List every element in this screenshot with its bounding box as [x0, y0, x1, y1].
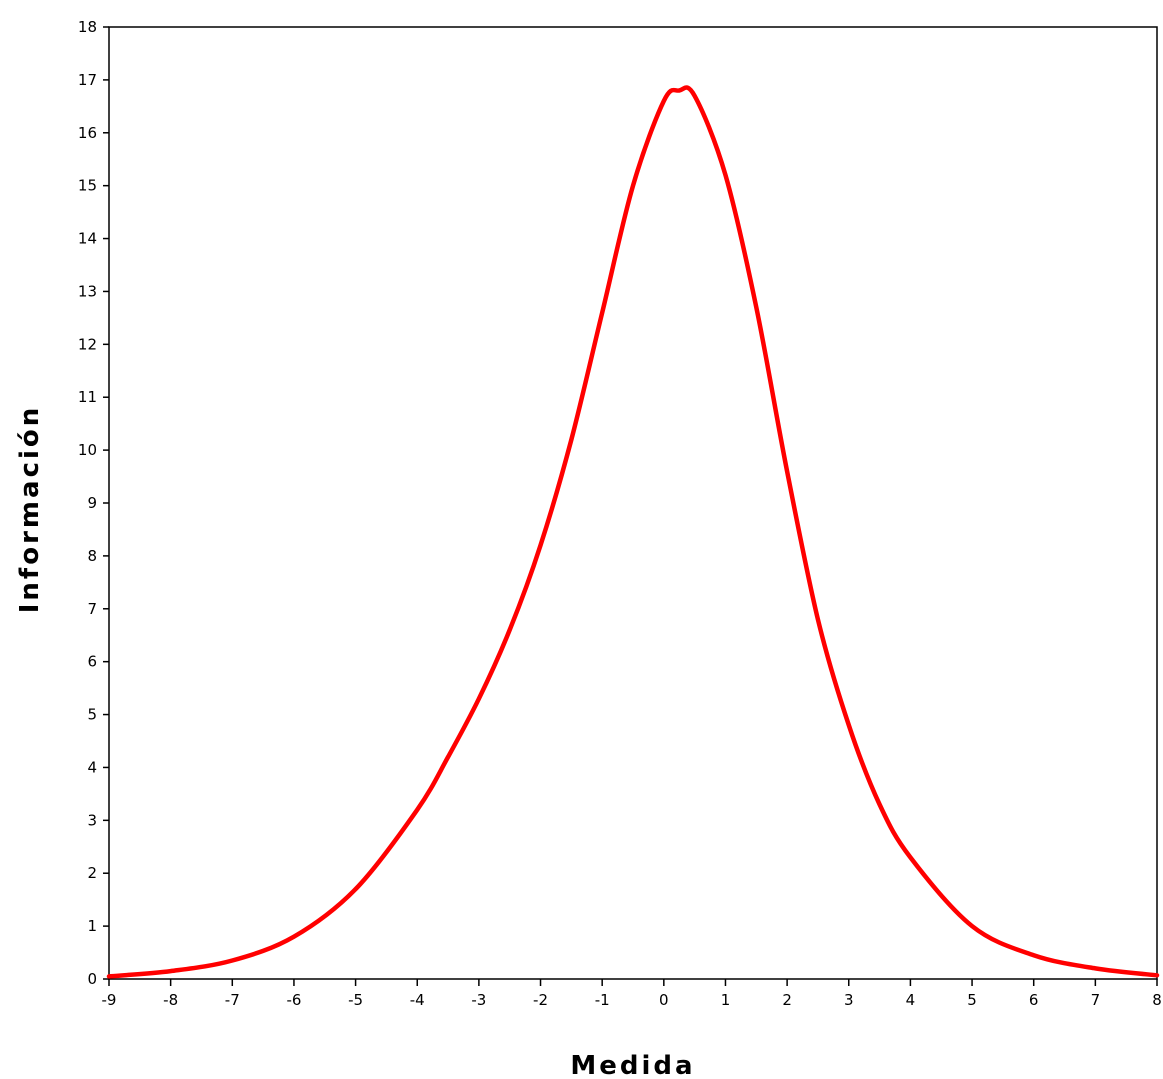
y-tick-label: 13 [78, 282, 97, 300]
plot-area [108, 26, 1158, 980]
y-tick-label: 8 [87, 547, 97, 565]
x-tick-label: 6 [1029, 991, 1039, 1009]
y-tick-label: 15 [78, 177, 97, 195]
y-tick-label: 4 [87, 758, 97, 776]
x-tick-label: -8 [163, 991, 178, 1009]
y-tick-label: 17 [78, 71, 97, 89]
y-tick-label: 18 [78, 18, 97, 36]
x-tick-label: 0 [659, 991, 669, 1009]
x-tick-label: 4 [906, 991, 916, 1009]
y-tick-label: 2 [87, 864, 97, 882]
y-tick-label: 7 [87, 600, 97, 618]
x-tick-label: -2 [533, 991, 548, 1009]
y-tick-label: 14 [78, 230, 97, 248]
y-tick-label: 16 [78, 124, 97, 142]
x-tick-label: 7 [1091, 991, 1101, 1009]
x-tick-label: -9 [102, 991, 117, 1009]
x-axis-ticks: -9 -8 -7 -6 -5 -4 -3 -2 -1 0 1 2 3 4 5 6 7 8 [102, 979, 1162, 1009]
x-tick-label: 5 [967, 991, 977, 1009]
y-tick-label: 3 [87, 811, 97, 829]
x-tick-label: 2 [782, 991, 792, 1009]
x-tick-label: -4 [410, 991, 425, 1009]
y-tick-label: 12 [78, 335, 97, 353]
y-axis-title: Información [15, 405, 45, 614]
x-tick-label: 8 [1152, 991, 1162, 1009]
x-tick-label: -1 [595, 991, 610, 1009]
y-tick-label: 9 [87, 494, 97, 512]
information-curve [106, 85, 1160, 979]
x-tick-label: -7 [225, 991, 240, 1009]
y-tick-label: 11 [78, 388, 97, 406]
x-tick-label: 1 [721, 991, 731, 1009]
y-tick-label: 10 [78, 441, 97, 459]
x-tick-label: -3 [471, 991, 486, 1009]
x-axis-title: Medida [570, 1051, 695, 1079]
y-tick-label: 5 [87, 706, 97, 724]
x-tick-label: -6 [286, 991, 301, 1009]
y-tick-label: 6 [87, 653, 97, 671]
x-tick-label: 3 [844, 991, 854, 1009]
x-tick-label: -5 [348, 991, 363, 1009]
y-tick-label: 1 [87, 917, 97, 935]
y-tick-label: 0 [87, 970, 97, 988]
